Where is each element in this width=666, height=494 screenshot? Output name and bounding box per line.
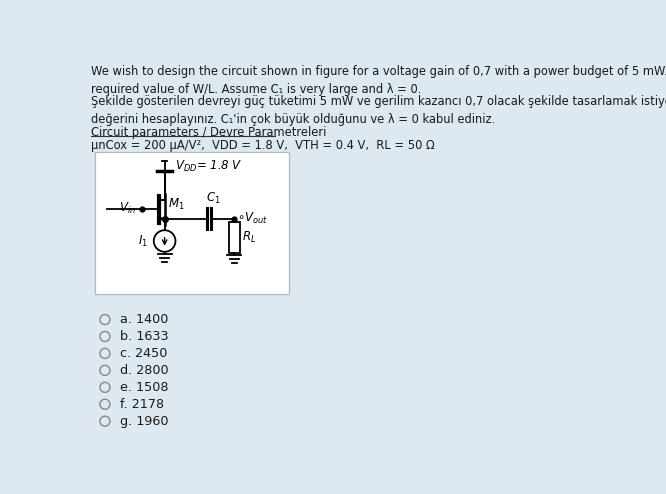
Text: $R_L$: $R_L$ [242, 230, 256, 245]
FancyBboxPatch shape [95, 152, 288, 294]
Text: d. 2800: d. 2800 [120, 364, 168, 377]
FancyBboxPatch shape [229, 222, 240, 252]
Text: $C_1$: $C_1$ [206, 191, 221, 206]
Text: g. 1960: g. 1960 [120, 414, 168, 428]
Text: Circuit parameters / Devre Parametreleri: Circuit parameters / Devre Parametreleri [91, 126, 326, 139]
Text: We wish to design the circuit shown in figure for a voltage gain of 0,7 with a p: We wish to design the circuit shown in f… [91, 65, 666, 96]
Text: $M_1$: $M_1$ [168, 197, 184, 212]
Text: Şekilde gösterilen devreyi güç tüketimi 5 mW ve gerilim kazancı 0,7 olacak şekil: Şekilde gösterilen devreyi güç tüketimi … [91, 95, 666, 125]
Text: b. 1633: b. 1633 [120, 330, 168, 343]
Text: e. 1508: e. 1508 [120, 381, 168, 394]
Text: f. 2178: f. 2178 [120, 398, 164, 411]
Text: $V_{in}$: $V_{in}$ [119, 201, 136, 216]
Text: $\circ V_{out}$: $\circ V_{out}$ [238, 211, 268, 226]
Text: a. 1400: a. 1400 [120, 313, 168, 326]
Text: c. 2450: c. 2450 [120, 347, 167, 360]
Text: $V_{DD}$= 1.8 V: $V_{DD}$= 1.8 V [174, 160, 242, 174]
Text: μnCox = 200 μA/V²,  VDD = 1.8 V,  VTH = 0.4 V,  RL = 50 Ω: μnCox = 200 μA/V², VDD = 1.8 V, VTH = 0.… [91, 139, 435, 152]
Text: $I_1$: $I_1$ [138, 234, 148, 248]
